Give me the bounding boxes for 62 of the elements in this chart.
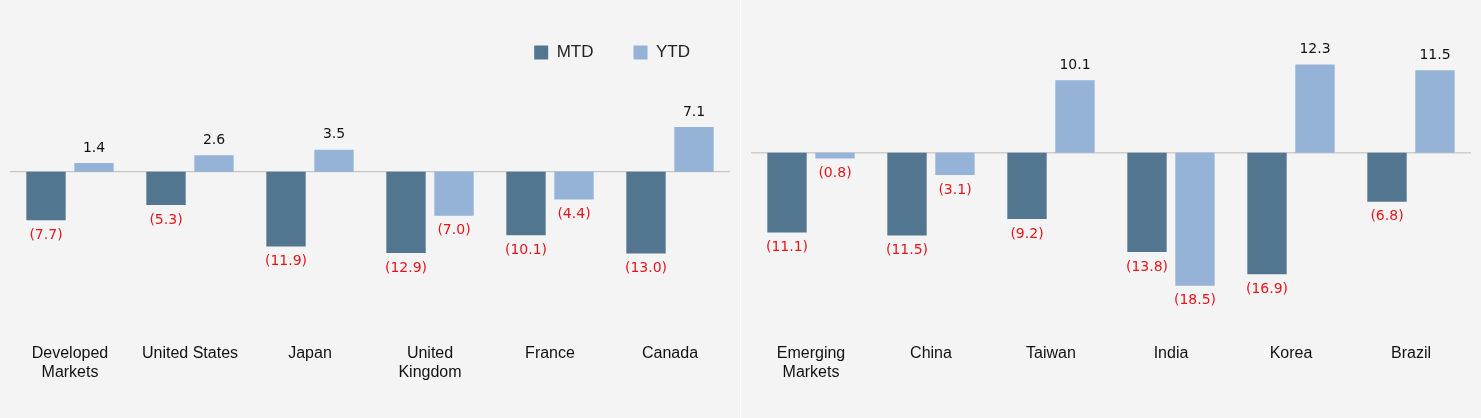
- data-label: 10.1: [1059, 55, 1091, 72]
- bar: [146, 171, 186, 206]
- bar: [1127, 152, 1167, 252]
- x-tick-label: Emerging Markets: [776, 343, 846, 380]
- data-label: 2.6: [202, 130, 226, 147]
- x-tick-label: Taiwan: [1026, 343, 1076, 361]
- bar: [887, 152, 927, 236]
- bar: [1055, 80, 1095, 153]
- data-label: (11.5): [885, 241, 929, 258]
- data-label: (5.3): [149, 210, 183, 227]
- data-label: 11.5: [1419, 45, 1451, 62]
- data-label: (9.2): [1010, 224, 1044, 241]
- legend-label: YTD: [656, 42, 690, 62]
- data-label: (18.5): [1173, 291, 1217, 308]
- bar: [935, 152, 975, 176]
- bar: [434, 171, 474, 216]
- bar: [626, 171, 666, 254]
- bar: [1175, 152, 1215, 286]
- bar: [314, 149, 354, 172]
- bar: [26, 171, 66, 221]
- bar: [266, 171, 306, 247]
- data-label: (13.0): [624, 259, 668, 276]
- data-label: 7.1: [682, 102, 706, 119]
- x-tick-label: India: [1153, 343, 1189, 361]
- data-label: (7.0): [437, 221, 471, 238]
- data-label: (13.8): [1125, 257, 1169, 274]
- bar: [674, 127, 714, 172]
- data-label: 1.4: [82, 138, 106, 155]
- bar: [506, 171, 546, 236]
- data-label: (3.1): [938, 180, 972, 197]
- bar: [1295, 64, 1335, 153]
- bar: [767, 152, 807, 233]
- bar: [1367, 152, 1407, 202]
- data-label: (6.8): [1370, 207, 1404, 224]
- x-tick-label: Japan: [288, 343, 332, 361]
- data-label: (11.9): [264, 252, 308, 269]
- bar: [554, 171, 594, 200]
- bar: [815, 152, 855, 159]
- data-label: 12.3: [1299, 40, 1331, 57]
- x-tick-label: Developed Markets: [31, 343, 109, 380]
- bar: [194, 155, 234, 172]
- bar: [1415, 70, 1455, 153]
- data-label: (4.4): [557, 205, 591, 222]
- bar: [1247, 152, 1287, 275]
- data-label: (12.9): [384, 258, 428, 275]
- data-label: (0.8): [818, 164, 852, 181]
- bar: [386, 171, 426, 253]
- data-label: 3.5: [322, 125, 346, 142]
- bar: [1007, 152, 1047, 219]
- bar: [74, 162, 114, 172]
- x-tick-label: Brazil: [1390, 343, 1432, 361]
- data-label: (7.7): [29, 225, 63, 242]
- legend-label: MTD: [556, 42, 594, 62]
- x-tick-label: China: [910, 343, 952, 361]
- x-tick-label: Canada: [641, 343, 699, 361]
- x-tick-label: United Kingdom: [398, 343, 462, 380]
- data-label: (11.1): [765, 238, 809, 255]
- data-label: (16.9): [1245, 279, 1289, 296]
- x-tick-label: Korea: [1269, 343, 1313, 361]
- data-label: (10.1): [504, 240, 548, 257]
- x-tick-label: United States: [141, 343, 239, 361]
- x-tick-label: France: [525, 343, 575, 361]
